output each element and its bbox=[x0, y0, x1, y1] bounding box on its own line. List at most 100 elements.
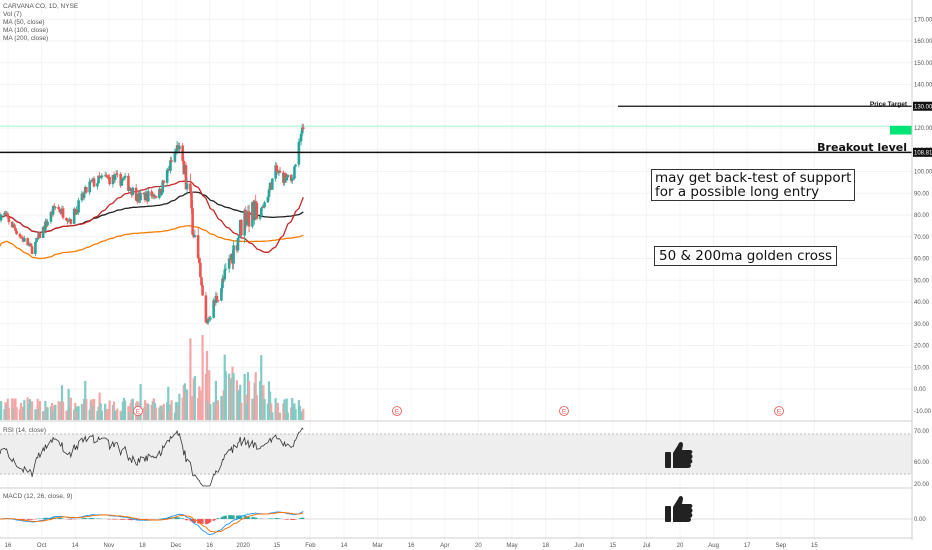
macd-histogram-bar bbox=[301, 517, 304, 519]
volume-bar bbox=[106, 408, 109, 420]
candle-body bbox=[23, 238, 26, 242]
candle-body bbox=[131, 187, 135, 195]
candle-body bbox=[72, 208, 76, 224]
time-tick-label: 14 bbox=[72, 543, 79, 549]
volume-bar bbox=[43, 412, 46, 420]
candle-body bbox=[15, 230, 18, 235]
price-axis[interactable]: -10.00 0.00 10.00 20.00 30.00 40.00 50.00 60.00… bbox=[911, 0, 932, 550]
volume-bar bbox=[150, 404, 153, 420]
note-golden-cross[interactable]: 50 & 200ma golden cross bbox=[654, 246, 838, 266]
volume-bar bbox=[178, 393, 181, 420]
macd-histogram-bar bbox=[44, 517, 47, 519]
volume-bar bbox=[200, 390, 203, 420]
target-zone-line bbox=[0, 125, 912, 127]
volume-bar bbox=[240, 402, 243, 420]
candle-body bbox=[173, 152, 177, 162]
candle-body bbox=[206, 318, 210, 323]
volume-bar bbox=[15, 407, 18, 420]
volume-bar bbox=[277, 412, 281, 420]
volume-bar bbox=[67, 388, 70, 420]
macd-line bbox=[0, 511, 304, 535]
volume-bar bbox=[49, 406, 53, 420]
candle-body bbox=[108, 176, 111, 185]
volume-bar bbox=[139, 384, 142, 420]
candle-body bbox=[61, 208, 65, 218]
legend-ma50[interactable]: MA (50, close) bbox=[3, 19, 45, 26]
breakout-level-label: Breakout level bbox=[817, 141, 907, 154]
candle-body bbox=[170, 160, 173, 162]
candle-body bbox=[36, 238, 39, 239]
macd-histogram-bar bbox=[92, 518, 96, 519]
volume-bar bbox=[3, 409, 6, 420]
candle-body bbox=[300, 127, 304, 134]
macd-histogram-bar bbox=[235, 515, 238, 519]
volume-bar bbox=[111, 405, 115, 420]
legend-volume[interactable]: Vol (7) bbox=[3, 11, 22, 18]
volume-bar bbox=[68, 406, 71, 420]
macd-histogram-bar bbox=[128, 519, 131, 520]
volume-bar bbox=[38, 400, 41, 420]
candle-body bbox=[121, 178, 125, 181]
volume-bar bbox=[214, 380, 217, 420]
volume-bar bbox=[255, 394, 258, 420]
pane-tick-label: 60.00 bbox=[914, 460, 930, 466]
candle-body bbox=[209, 317, 212, 320]
candle-body bbox=[58, 209, 62, 213]
volume-bar bbox=[81, 404, 85, 420]
volume-bar bbox=[253, 382, 256, 420]
macd-histogram-bar bbox=[290, 519, 293, 520]
volume-bar bbox=[23, 400, 26, 420]
macd-histogram-bar bbox=[298, 518, 302, 519]
note-golden-cross-text: 50 & 200ma golden cross bbox=[659, 248, 833, 264]
macd-histogram-bar bbox=[300, 517, 303, 519]
note-retest[interactable]: may get back-test of support for a possi… bbox=[651, 169, 856, 201]
earnings-marker-label: E bbox=[562, 409, 567, 416]
volume-bar bbox=[201, 335, 204, 420]
volume-bar bbox=[77, 406, 80, 420]
legend-ma100[interactable]: MA (100, close) bbox=[3, 27, 49, 34]
volume-bar bbox=[181, 397, 184, 420]
time-tick-label: 2020 bbox=[237, 543, 251, 549]
legend-ma200[interactable]: MA (200, close) bbox=[3, 35, 49, 42]
target-zone bbox=[0, 125, 912, 135]
volume-bar bbox=[120, 412, 123, 420]
volume-bar bbox=[285, 398, 288, 420]
time-tick-label: 14 bbox=[341, 543, 348, 549]
macd-histogram-bar bbox=[269, 518, 272, 519]
volume-bar bbox=[221, 398, 224, 420]
macd-histogram-bar bbox=[209, 519, 212, 523]
macd-histogram-bar bbox=[45, 517, 48, 519]
volume-bar bbox=[99, 403, 102, 420]
candle-body bbox=[274, 165, 277, 179]
volume-bar bbox=[29, 409, 33, 420]
macd-histogram-bar bbox=[231, 515, 234, 519]
price-level-tag bbox=[913, 101, 932, 111]
candle-body bbox=[82, 192, 86, 198]
volume-bar bbox=[34, 409, 37, 420]
volume-bar bbox=[44, 400, 47, 420]
volume-bar bbox=[73, 409, 76, 420]
volume-bar bbox=[88, 409, 91, 420]
volume-bar bbox=[21, 406, 24, 420]
candle-body bbox=[152, 194, 156, 198]
macd-histogram-bar bbox=[222, 516, 225, 519]
candle-body bbox=[196, 235, 200, 259]
candle-body bbox=[0, 214, 3, 221]
macd-histogram-bar bbox=[108, 519, 111, 520]
volume-bar bbox=[154, 407, 158, 420]
volume-bar bbox=[160, 405, 163, 420]
volume-bar bbox=[96, 411, 99, 420]
volume-bar bbox=[45, 406, 48, 420]
macd-histogram-bar bbox=[176, 517, 179, 519]
ma50-line bbox=[0, 180, 304, 253]
candle-body bbox=[255, 202, 259, 219]
earnings-marker-label: E bbox=[136, 409, 141, 416]
time-axis[interactable]: 16 Oct 14 Nov 18 Dec 16 2020 15 Feb 14 Mar 16 Apr 20 Ma… bbox=[5, 543, 819, 549]
volume-bar bbox=[42, 411, 45, 420]
price-level-tag-label: 130.00 bbox=[914, 104, 932, 110]
rsi-pane bbox=[0, 427, 912, 487]
symbol-title[interactable]: CARVANA CO, 1D, NYSE bbox=[3, 3, 79, 10]
volume-bar bbox=[19, 403, 23, 420]
